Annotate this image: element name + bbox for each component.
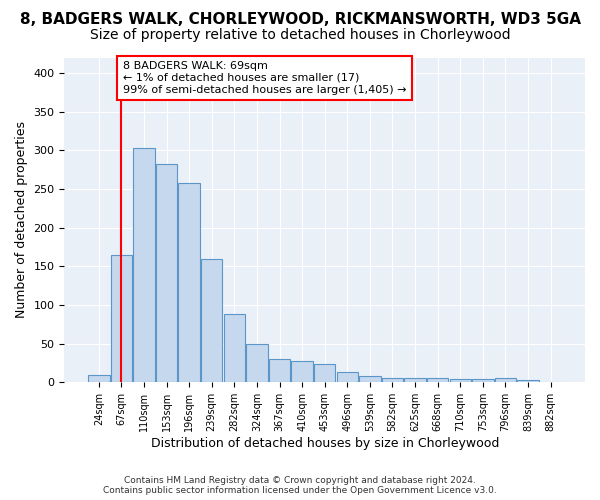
- Text: Contains HM Land Registry data © Crown copyright and database right 2024.
Contai: Contains HM Land Registry data © Crown c…: [103, 476, 497, 495]
- Bar: [517, 380, 539, 382]
- Bar: [472, 380, 494, 382]
- Bar: [359, 376, 380, 382]
- Bar: [382, 378, 403, 382]
- Bar: [156, 164, 177, 382]
- X-axis label: Distribution of detached houses by size in Chorleywood: Distribution of detached houses by size …: [151, 437, 499, 450]
- Text: Size of property relative to detached houses in Chorleywood: Size of property relative to detached ho…: [89, 28, 511, 42]
- Bar: [246, 344, 268, 383]
- Bar: [494, 378, 516, 382]
- Bar: [110, 254, 132, 382]
- Bar: [201, 260, 223, 382]
- Bar: [337, 372, 358, 382]
- Bar: [404, 378, 426, 382]
- Bar: [449, 380, 471, 382]
- Bar: [178, 183, 200, 382]
- Bar: [133, 148, 155, 382]
- Bar: [427, 378, 448, 382]
- Bar: [292, 362, 313, 382]
- Bar: [224, 314, 245, 382]
- Text: 8, BADGERS WALK, CHORLEYWOOD, RICKMANSWORTH, WD3 5GA: 8, BADGERS WALK, CHORLEYWOOD, RICKMANSWO…: [19, 12, 581, 28]
- Y-axis label: Number of detached properties: Number of detached properties: [15, 122, 28, 318]
- Bar: [314, 364, 335, 382]
- Bar: [269, 359, 290, 382]
- Bar: [88, 376, 110, 382]
- Text: 8 BADGERS WALK: 69sqm
← 1% of detached houses are smaller (17)
99% of semi-detac: 8 BADGERS WALK: 69sqm ← 1% of detached h…: [122, 62, 406, 94]
